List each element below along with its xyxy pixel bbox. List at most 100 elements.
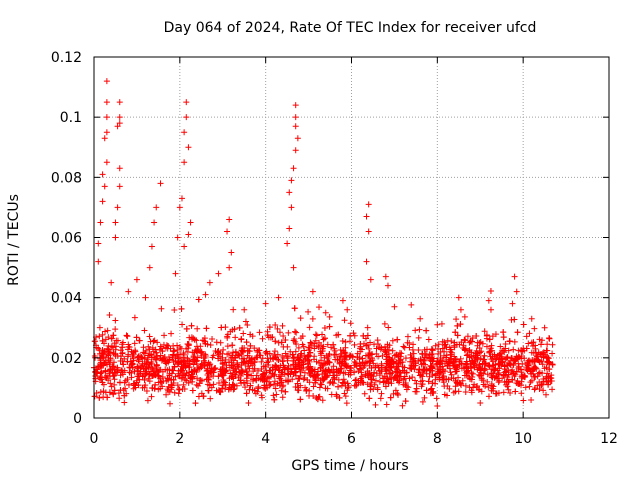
data-point bbox=[110, 359, 117, 366]
data-point bbox=[271, 396, 278, 403]
data-point bbox=[182, 376, 189, 383]
data-point bbox=[531, 373, 538, 380]
data-point bbox=[321, 375, 328, 382]
data-point bbox=[351, 382, 358, 389]
data-point bbox=[382, 383, 389, 390]
data-point bbox=[321, 335, 328, 342]
data-point bbox=[434, 402, 441, 409]
data-point bbox=[473, 333, 480, 340]
data-point bbox=[217, 339, 224, 346]
data-point bbox=[292, 123, 299, 130]
data-point bbox=[457, 380, 464, 387]
data-point bbox=[129, 361, 136, 368]
data-point bbox=[394, 366, 401, 373]
data-point bbox=[178, 195, 185, 202]
data-point bbox=[238, 367, 245, 374]
data-point bbox=[452, 329, 459, 336]
data-point bbox=[297, 369, 304, 376]
data-point bbox=[374, 384, 381, 391]
data-point bbox=[157, 180, 164, 187]
data-point bbox=[481, 356, 488, 363]
data-point bbox=[272, 338, 279, 345]
data-point bbox=[510, 370, 517, 377]
data-point bbox=[406, 375, 413, 382]
data-point bbox=[190, 373, 197, 380]
y-axis-label: ROTI / TECUs bbox=[6, 194, 22, 286]
data-point bbox=[149, 385, 156, 392]
data-point bbox=[190, 356, 197, 363]
data-point bbox=[146, 346, 153, 353]
data-point bbox=[99, 171, 106, 178]
data-point bbox=[464, 361, 471, 368]
data-point bbox=[271, 348, 278, 355]
data-point bbox=[102, 328, 109, 335]
data-point bbox=[100, 388, 107, 395]
data-point bbox=[534, 353, 541, 360]
data-point bbox=[362, 335, 369, 342]
data-point bbox=[382, 346, 389, 353]
data-point bbox=[385, 324, 392, 331]
data-point bbox=[116, 379, 123, 386]
data-point bbox=[369, 357, 376, 364]
data-point bbox=[476, 386, 483, 393]
data-point bbox=[467, 365, 474, 372]
data-point bbox=[185, 144, 192, 151]
data-point bbox=[395, 391, 402, 398]
data-point bbox=[419, 351, 426, 358]
data-point bbox=[231, 326, 238, 333]
data-point bbox=[207, 395, 214, 402]
data-point bbox=[408, 301, 415, 308]
data-point bbox=[163, 360, 170, 367]
y-tick-label: 0.06 bbox=[51, 231, 82, 247]
data-point bbox=[374, 340, 381, 347]
data-point bbox=[363, 258, 370, 265]
data-point bbox=[412, 388, 419, 395]
data-point bbox=[102, 368, 109, 375]
y-tick-label: 0.08 bbox=[51, 170, 82, 186]
data-point bbox=[515, 347, 522, 354]
data-point bbox=[224, 343, 231, 350]
x-tick-label: 12 bbox=[600, 431, 618, 447]
data-point bbox=[400, 343, 407, 350]
data-point bbox=[436, 376, 443, 383]
y-tick-label: 0 bbox=[73, 411, 82, 427]
data-point bbox=[376, 378, 383, 385]
data-point bbox=[95, 258, 102, 265]
data-point bbox=[148, 393, 155, 400]
data-point bbox=[234, 359, 241, 366]
data-point bbox=[319, 331, 326, 338]
data-point bbox=[108, 366, 115, 373]
data-point bbox=[267, 334, 274, 341]
data-point bbox=[201, 354, 208, 361]
data-point bbox=[306, 324, 313, 331]
data-point bbox=[114, 352, 121, 359]
data-point bbox=[518, 390, 525, 397]
data-point bbox=[205, 370, 212, 377]
data-point bbox=[272, 322, 279, 329]
data-point bbox=[272, 366, 279, 373]
data-point bbox=[361, 390, 368, 397]
data-point bbox=[343, 363, 350, 370]
data-point bbox=[318, 381, 325, 388]
data-point bbox=[520, 373, 527, 380]
data-point bbox=[270, 381, 277, 388]
data-point bbox=[323, 372, 330, 379]
data-point bbox=[251, 345, 258, 352]
data-point bbox=[539, 350, 546, 357]
data-point bbox=[290, 371, 297, 378]
data-point bbox=[318, 342, 325, 349]
data-point bbox=[226, 216, 233, 223]
data-point bbox=[342, 353, 349, 360]
data-point bbox=[468, 369, 475, 376]
data-point bbox=[363, 342, 370, 349]
data-point bbox=[337, 347, 344, 354]
data-point bbox=[444, 337, 451, 344]
data-point bbox=[103, 99, 110, 106]
data-point bbox=[224, 228, 231, 235]
data-point bbox=[283, 353, 290, 360]
data-point bbox=[128, 362, 135, 369]
data-point bbox=[312, 337, 319, 344]
data-point bbox=[486, 336, 493, 343]
data-point bbox=[243, 390, 250, 397]
data-point bbox=[452, 388, 459, 395]
